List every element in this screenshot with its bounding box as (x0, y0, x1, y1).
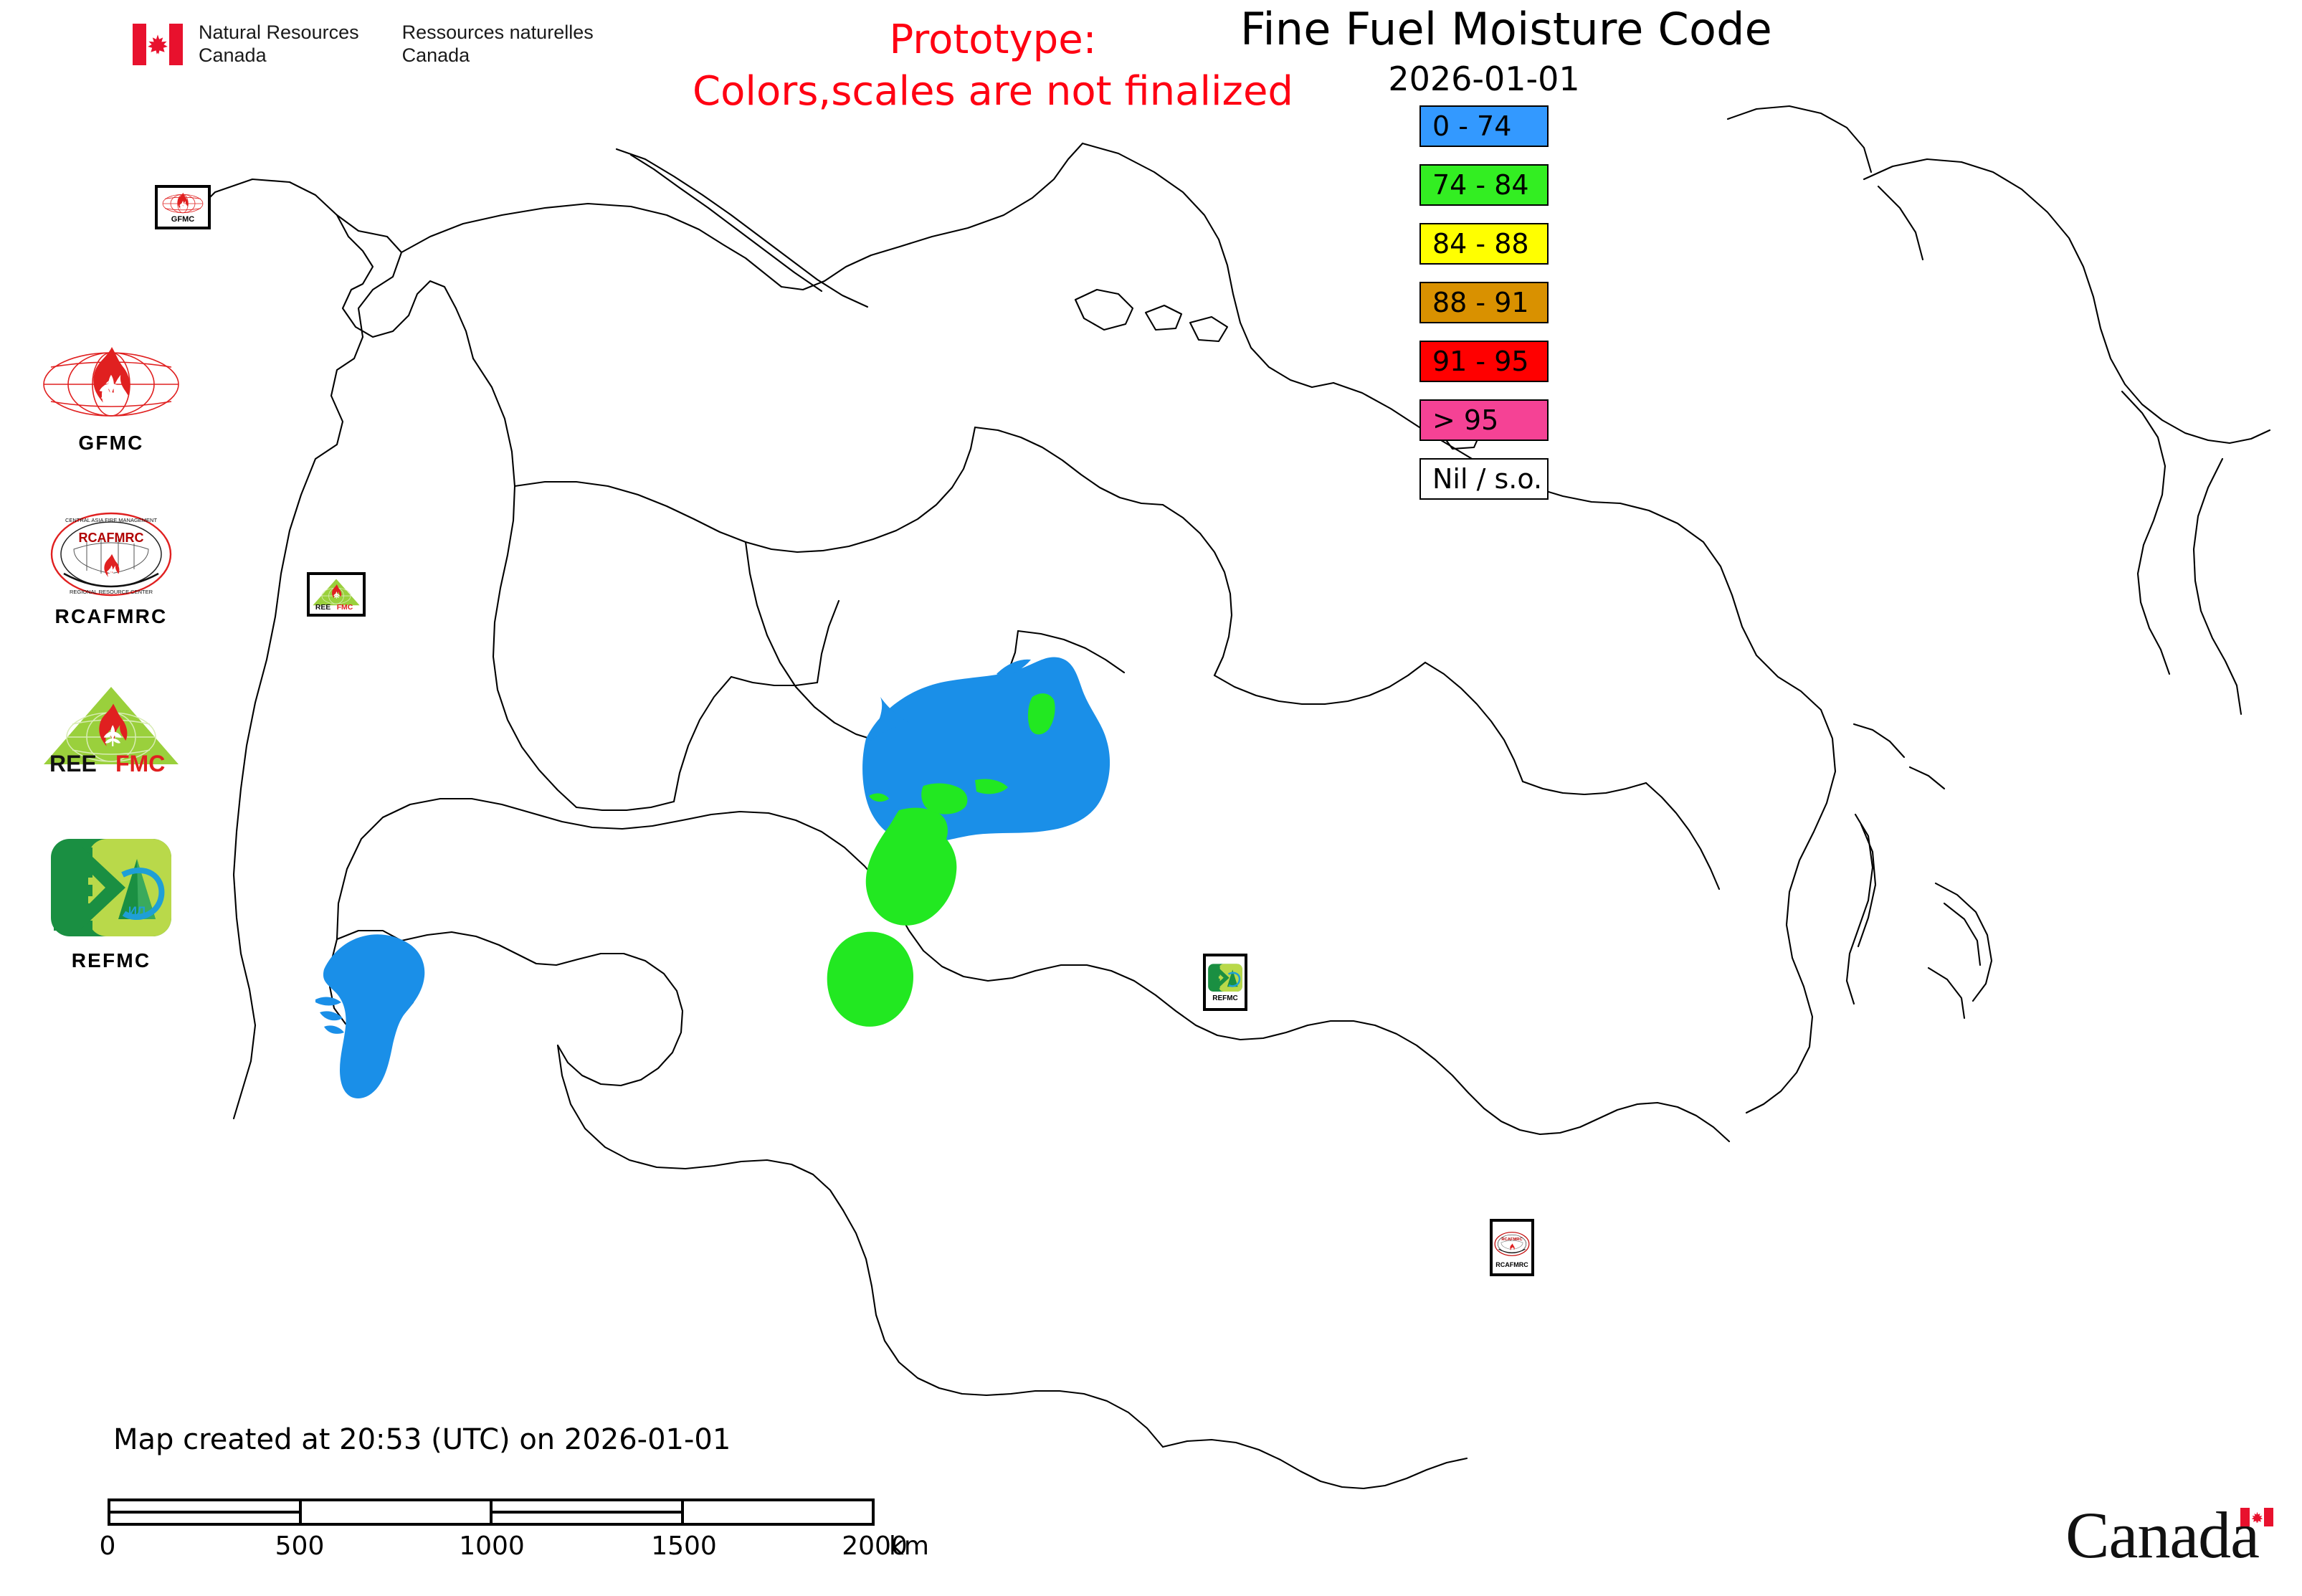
prototype-warning-line1: Prototype: (889, 16, 1097, 63)
signature-text-en: Natural Resources Canada (199, 22, 359, 66)
canada-flag-icon (2240, 1508, 2273, 1527)
organization-logo-column: GFMC RCAFMRC CENTRAL ASIA FIRE MANAGEMEN… (29, 344, 194, 1028)
rcafmrc-oval-flame-logo: RCAFMRC (1494, 1231, 1530, 1256)
legend-swatch-list: 0 - 74 74 - 84 84 - 88 88 - 91 91 - 95 >… (1240, 105, 1728, 517)
scale-bar-segment (684, 1501, 872, 1523)
scale-bar-segments (108, 1498, 875, 1526)
site-marker-caption: GFMC (171, 214, 195, 224)
legend-panel: Fine Fuel Moisture Code 2026-01-01 0 - 7… (1240, 3, 1773, 517)
svg-text:FMC: FMC (337, 604, 353, 612)
site-marker-rcafmrc[interactable]: RCAFMRC RCAFMRC (1490, 1219, 1534, 1276)
canada-flag-icon (133, 23, 183, 65)
scale-bar: 0 500 1000 1500 2000 km (100, 1498, 929, 1567)
legend-swatch-label: > 95 (1432, 404, 1499, 436)
scale-tick: 0 (99, 1531, 116, 1561)
legend-swatch-1[interactable]: 74 - 84 (1419, 164, 1549, 206)
legend-swatch-label: 84 - 88 (1432, 228, 1529, 260)
refmc-chevron-tree-logo (1208, 964, 1242, 992)
org-entry-gfmc[interactable]: GFMC (29, 344, 194, 455)
svg-text:REE: REE (49, 751, 97, 776)
overlay-class-74-84 (827, 693, 1055, 1027)
legend-swatch-5[interactable]: > 95 (1419, 399, 1549, 441)
site-marker-refmc[interactable]: REFMC (1203, 954, 1247, 1011)
canada-wordmark: Canada (2065, 1498, 2273, 1572)
site-marker-reefmc[interactable]: REE FMC (307, 572, 366, 617)
scale-tick: 500 (275, 1531, 325, 1561)
org-entry-rcafmrc[interactable]: RCAFMRC CENTRAL ASIA FIRE MANAGEMENT REG… (29, 510, 194, 628)
scale-bar-segment (493, 1501, 684, 1523)
org-caption: REFMC (71, 949, 151, 972)
overlay-class-0-74 (315, 657, 1110, 1098)
legend-date: 2026-01-01 (1388, 60, 1580, 98)
legend-swatch-label: 88 - 91 (1432, 287, 1529, 318)
legend-swatch-2[interactable]: 84 - 88 (1419, 223, 1549, 265)
prototype-warning: Prototype: Colors,scales are not finaliz… (0, 14, 1986, 117)
legend-swatch-4[interactable]: 91 - 95 (1419, 341, 1549, 382)
site-marker-caption: REFMC (1212, 994, 1238, 1002)
rcafmrc-oval-flame-logo: RCAFMRC CENTRAL ASIA FIRE MANAGEMENT REG… (50, 512, 172, 597)
legend-swatch-label: 74 - 84 (1432, 169, 1529, 201)
gfmc-globe-flame-logo (162, 192, 204, 213)
scale-bar-segment (302, 1501, 493, 1523)
scale-tick: 1500 (651, 1531, 717, 1561)
svg-text:CENTRAL ASIA FIRE MANAGEMENT: CENTRAL ASIA FIRE MANAGEMENT (65, 517, 157, 523)
site-marker-caption: RCAFMRC (1495, 1260, 1528, 1268)
gfmc-globe-flame-logo (43, 347, 179, 417)
site-marker-gfmc[interactable]: GFMC (155, 185, 211, 229)
scale-unit: km (889, 1531, 929, 1561)
legend-swatch-label: 0 - 74 (1432, 110, 1512, 142)
reefmc-triangle-flame-logo: REE FMC (313, 579, 360, 612)
legend-swatch-3[interactable]: 88 - 91 (1419, 282, 1549, 323)
legend-swatch-0[interactable]: 0 - 74 (1419, 105, 1549, 147)
scale-tick: 1000 (459, 1531, 525, 1561)
legend-swatch-6[interactable]: Nil / s.o. (1419, 458, 1549, 500)
scale-bar-labels: 0 500 1000 1500 2000 km (100, 1531, 929, 1567)
prototype-warning-line2: Colors,scales are not finalized (693, 67, 1293, 115)
svg-text:RCAFMRC: RCAFMRC (79, 531, 144, 545)
nrcan-signature: Natural Resources Canada Ressources natu… (133, 22, 594, 67)
svg-text:FMC: FMC (115, 751, 165, 776)
svg-text:ИЛ: ИЛ (128, 904, 146, 918)
svg-text:REGIONAL RESOURCE CENTER: REGIONAL RESOURCE CENTER (70, 589, 153, 595)
legend-swatch-label: Nil / s.o. (1432, 463, 1543, 495)
svg-text:RCAFMRC: RCAFMRC (1501, 1238, 1523, 1242)
org-entry-reefmc[interactable]: REE FMC REE FMC (29, 684, 194, 779)
reefmc-triangle-flame-logo: REE FMC (44, 687, 179, 776)
map-created-timestamp: Map created at 20:53 (UTC) on 2026-01-01 (113, 1423, 731, 1456)
refmc-chevron-tree-logo: ИЛ (51, 839, 171, 936)
org-entry-refmc[interactable]: ИЛ REFMC (29, 835, 194, 972)
signature-text-fr: Ressources naturelles Canada (401, 22, 594, 66)
canada-wordmark-text: Canada (2065, 1498, 2260, 1572)
map-coastlines (191, 105, 2271, 1490)
svg-text:REE: REE (315, 604, 330, 612)
org-caption: RCAFMRC (54, 605, 168, 627)
legend-title: Fine Fuel Moisture Code (1240, 3, 1773, 55)
scale-tick: 2000 (842, 1531, 908, 1561)
org-caption: GFMC (78, 432, 144, 454)
legend-swatch-label: 91 - 95 (1432, 346, 1529, 377)
scale-bar-segment (110, 1501, 302, 1523)
